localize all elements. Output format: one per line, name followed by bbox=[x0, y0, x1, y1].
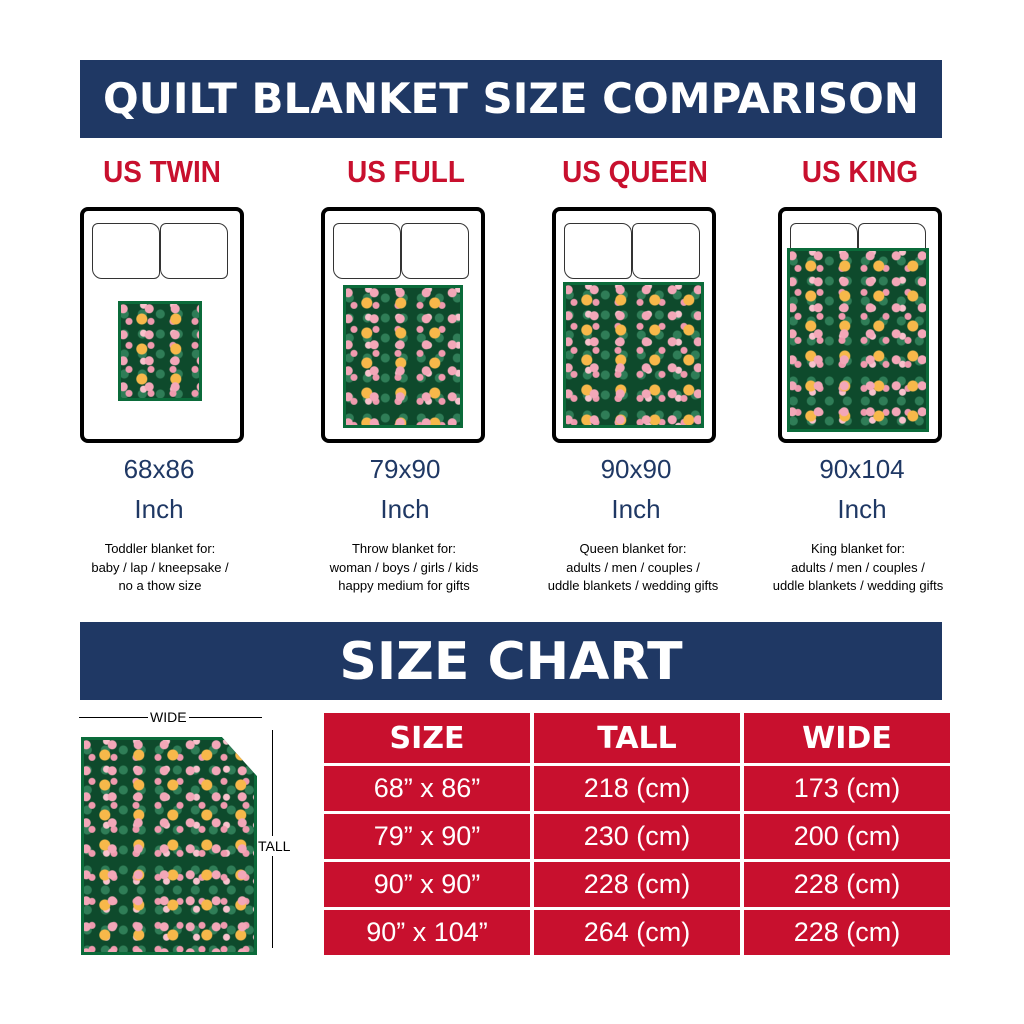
twin-bed-illustration bbox=[80, 207, 244, 443]
pillow bbox=[160, 223, 228, 279]
table-row: 79” x 90” 230 (cm) 200 (cm) bbox=[324, 814, 950, 859]
table-row: 90” x 104” 264 (cm) 228 (cm) bbox=[324, 910, 950, 955]
twin-blanket bbox=[118, 301, 202, 401]
tall-label: TALL bbox=[258, 836, 291, 856]
twin-dims: 68x86 bbox=[123, 454, 195, 484]
queen-bed-illustration bbox=[552, 207, 716, 443]
queen-dims: 90x90 bbox=[600, 454, 672, 484]
king-blanket bbox=[787, 248, 929, 432]
header-tall: TALL bbox=[534, 713, 740, 763]
table-row: 90” x 90” 228 (cm) 228 (cm) bbox=[324, 862, 950, 907]
pillow bbox=[564, 223, 632, 279]
queen-unit: Inch bbox=[611, 494, 661, 524]
king-dims: 90x104 bbox=[819, 454, 905, 484]
twin-unit: Inch bbox=[134, 494, 184, 524]
size-chart-table: SIZE TALL WIDE 68” x 86” 218 (cm) 173 (cm)… bbox=[320, 710, 954, 958]
header-size: SIZE bbox=[324, 713, 530, 763]
table-header: SIZE TALL WIDE bbox=[324, 713, 950, 763]
full-dims: 79x90 bbox=[369, 454, 441, 484]
pillow bbox=[92, 223, 160, 279]
king-unit: Inch bbox=[837, 494, 887, 524]
king-title: US KING bbox=[801, 154, 919, 189]
queen-blanket bbox=[563, 282, 704, 428]
full-blanket bbox=[343, 285, 463, 428]
twin-description: Toddler blanket for: baby / lap / kneepsa… bbox=[91, 541, 229, 593]
comparison-banner: QUILT BLANKET SIZE COMPARISON bbox=[80, 60, 942, 138]
king-description: King blanket for: adults / men / couples … bbox=[772, 541, 944, 593]
full-description: Throw blanket for: woman / boys / girls /… bbox=[329, 541, 479, 593]
full-unit: Inch bbox=[380, 494, 430, 524]
king-bed-illustration bbox=[778, 207, 942, 443]
full-bed-illustration bbox=[321, 207, 485, 443]
pillow bbox=[401, 223, 469, 279]
twin-title: US TWIN bbox=[103, 154, 221, 189]
header-wide: WIDE bbox=[744, 713, 950, 763]
blanket-sample-image bbox=[81, 737, 257, 955]
queen-title: US QUEEN bbox=[562, 154, 708, 189]
table-row: 68” x 86” 218 (cm) 173 (cm) bbox=[324, 766, 950, 811]
size-chart-banner: SIZE CHART bbox=[80, 622, 942, 700]
full-title: US FULL bbox=[347, 154, 465, 189]
pillow bbox=[632, 223, 700, 279]
wide-label: WIDE bbox=[148, 709, 189, 725]
queen-description: Queen blanket for: adults / men / couples… bbox=[547, 541, 719, 593]
pillow bbox=[333, 223, 401, 279]
